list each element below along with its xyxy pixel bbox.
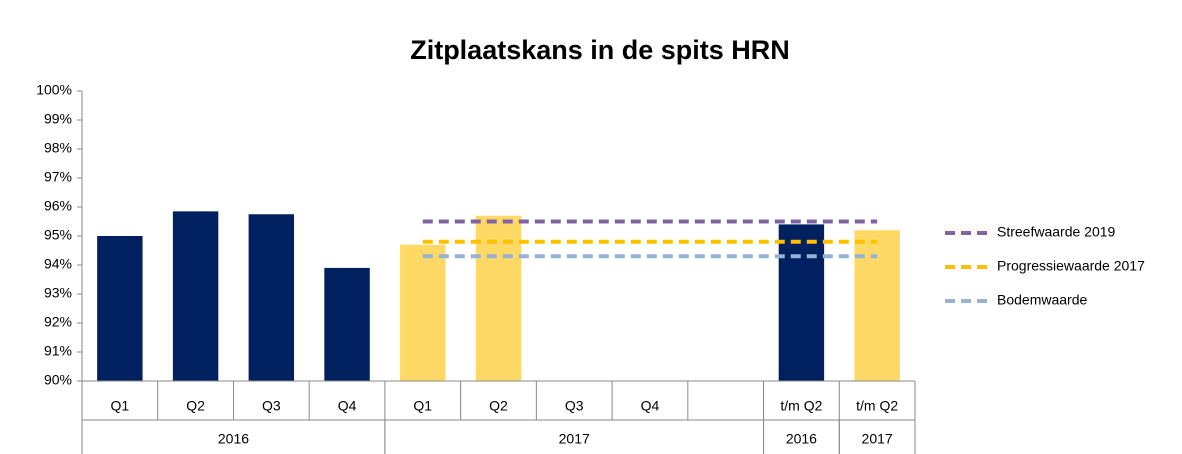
- x-tick-label: Q4: [338, 398, 357, 414]
- legend-label: Streefwaarde 2019: [997, 224, 1116, 240]
- y-tick-label: 91%: [44, 343, 72, 359]
- y-tick-label: 90%: [44, 372, 72, 388]
- bar: [248, 214, 295, 381]
- y-tick-label: 93%: [44, 285, 72, 301]
- group-label: 2017: [862, 431, 893, 447]
- y-tick-label: 98%: [44, 140, 72, 156]
- group-label: 2017: [559, 431, 590, 447]
- x-tick-label: Q1: [413, 398, 432, 414]
- x-tick-label: Q1: [111, 398, 130, 414]
- x-tick-label: Q3: [565, 398, 584, 414]
- group-label: 2016: [786, 431, 817, 447]
- y-tick-label: 92%: [44, 314, 72, 330]
- legend-label: Bodemwaarde: [997, 292, 1087, 308]
- legend-label: Progressiewaarde 2017: [997, 258, 1145, 274]
- group-label: 2016: [218, 431, 249, 447]
- bar: [778, 224, 825, 381]
- y-tick-label: 95%: [44, 227, 72, 243]
- chart-title: Zitplaatskans in de spits HRN: [410, 35, 790, 65]
- y-tick-label: 99%: [44, 111, 72, 127]
- bar: [172, 211, 219, 381]
- x-tick-label: t/m Q2: [780, 398, 822, 414]
- y-tick-label: 97%: [44, 169, 72, 185]
- bar: [324, 267, 370, 381]
- x-tick-label: Q2: [186, 398, 205, 414]
- x-tick-label: Q4: [641, 398, 660, 414]
- y-tick-label: 96%: [44, 198, 72, 214]
- y-tick-label: 100%: [36, 82, 72, 98]
- bar: [475, 215, 522, 381]
- y-tick-label: 94%: [44, 256, 72, 272]
- x-tick-label: Q3: [262, 398, 281, 414]
- x-tick-label: Q2: [489, 398, 508, 414]
- bar: [97, 236, 143, 381]
- bar: [400, 244, 446, 381]
- bar: [854, 230, 900, 381]
- x-tick-label: t/m Q2: [856, 398, 898, 414]
